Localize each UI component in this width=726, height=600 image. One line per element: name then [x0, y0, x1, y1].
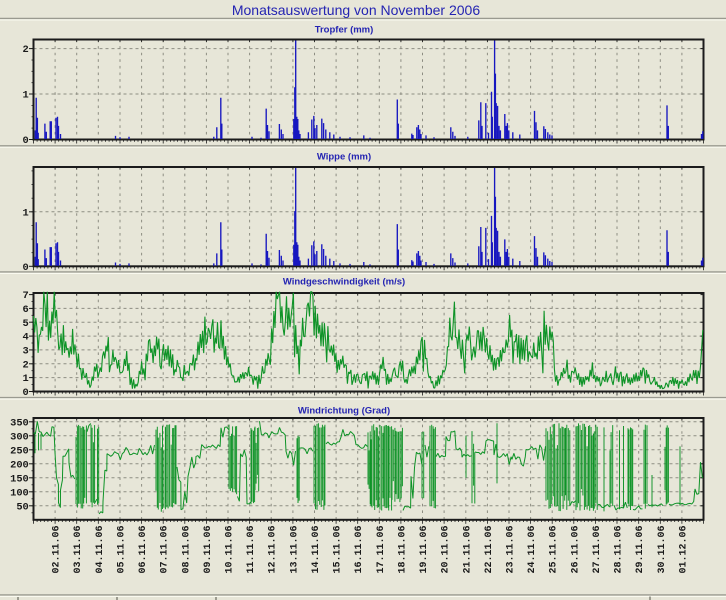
- svg-text:28.11.06: 28.11.06: [614, 525, 625, 573]
- svg-text:03.11.06: 03.11.06: [73, 525, 84, 573]
- svg-text:150: 150: [10, 473, 29, 485]
- svg-text:25.11.06: 25.11.06: [549, 525, 560, 573]
- svg-text:05.11.06: 05.11.06: [117, 525, 128, 573]
- svg-text:Monatsauswertung von November: Monatsauswertung von November 2006: [232, 2, 480, 18]
- svg-text:06.11.06: 06.11.06: [138, 525, 149, 573]
- svg-text:04.11.06: 04.11.06: [95, 525, 106, 573]
- svg-text:1: 1: [23, 373, 29, 385]
- svg-text:17.11.06: 17.11.06: [376, 525, 387, 573]
- svg-text:Tropfer (mm): Tropfer (mm): [315, 24, 374, 35]
- svg-text:21.11.06: 21.11.06: [462, 525, 473, 573]
- svg-text:18.11.06: 18.11.06: [397, 525, 408, 573]
- svg-text:3: 3: [23, 346, 29, 358]
- svg-text:1: 1: [23, 90, 29, 102]
- svg-text:50: 50: [16, 501, 28, 513]
- svg-text:12.11.06: 12.11.06: [268, 525, 279, 573]
- svg-text:200: 200: [10, 459, 29, 471]
- svg-text:23.11.06: 23.11.06: [506, 525, 517, 573]
- svg-text:2: 2: [23, 359, 29, 371]
- svg-text:13.11.06: 13.11.06: [289, 525, 300, 573]
- svg-text:08.11.06: 08.11.06: [181, 525, 192, 573]
- svg-text:09.11.06: 09.11.06: [203, 525, 214, 573]
- svg-text:15.11.06: 15.11.06: [333, 525, 344, 573]
- svg-text:26.11.06: 26.11.06: [570, 525, 581, 573]
- svg-text:29.11.06: 29.11.06: [635, 525, 646, 573]
- svg-text:02.11.06: 02.11.06: [52, 525, 63, 573]
- svg-text:7: 7: [23, 290, 29, 302]
- svg-text:07.11.06: 07.11.06: [160, 525, 171, 573]
- svg-text:100: 100: [10, 487, 29, 499]
- svg-text:27.11.06: 27.11.06: [592, 525, 603, 573]
- svg-text:Windrichtung (Grad): Windrichtung (Grad): [298, 405, 390, 416]
- svg-text:2: 2: [23, 44, 29, 56]
- svg-text:4: 4: [23, 332, 29, 344]
- svg-text:30.11.06: 30.11.06: [657, 525, 668, 573]
- svg-text:1: 1: [23, 207, 29, 219]
- svg-text:350: 350: [10, 417, 29, 429]
- svg-text:0: 0: [23, 262, 29, 274]
- svg-text:250: 250: [10, 445, 29, 457]
- svg-text:24.11.06: 24.11.06: [527, 525, 538, 573]
- svg-text:11.11.06: 11.11.06: [246, 525, 257, 573]
- svg-text:6: 6: [23, 304, 29, 316]
- svg-text:22.11.06: 22.11.06: [484, 525, 495, 573]
- svg-text:Wippe (mm): Wippe (mm): [317, 151, 371, 162]
- svg-text:01.12.06: 01.12.06: [678, 525, 689, 573]
- svg-text:16.11.06: 16.11.06: [354, 525, 365, 573]
- svg-text:20.11.06: 20.11.06: [441, 525, 452, 573]
- svg-text:300: 300: [10, 431, 29, 443]
- svg-text:10.11.06: 10.11.06: [225, 525, 236, 573]
- svg-text:19.11.06: 19.11.06: [419, 525, 430, 573]
- svg-text:14.11.06: 14.11.06: [311, 525, 322, 573]
- svg-text:5: 5: [23, 318, 29, 330]
- svg-text:0: 0: [23, 135, 29, 147]
- svg-text:Windgeschwindigkeit (m/s): Windgeschwindigkeit (m/s): [283, 277, 405, 288]
- svg-text:0: 0: [23, 387, 29, 399]
